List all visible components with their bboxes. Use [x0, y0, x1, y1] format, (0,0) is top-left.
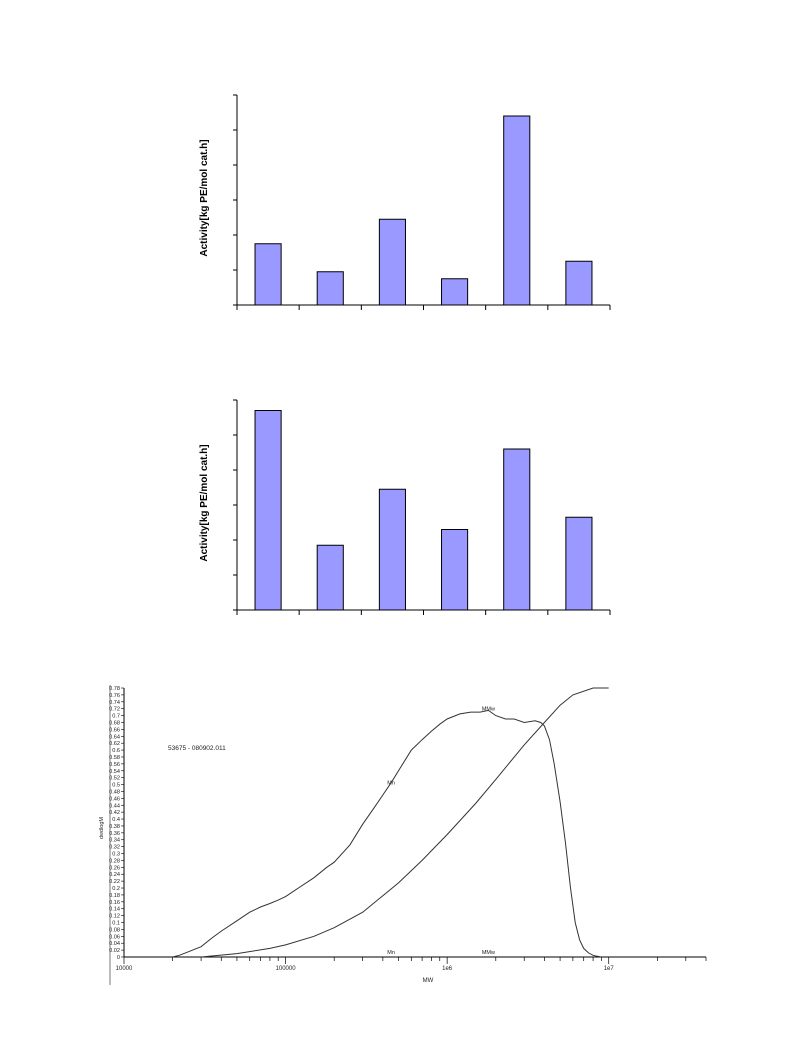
bar — [441, 278, 469, 306]
y-tick-label: 0.3 — [112, 852, 120, 858]
distribution-line — [172, 709, 602, 958]
y-axis-label: dwdlogM — [99, 817, 105, 839]
y-tick-label: 0.48 — [109, 789, 120, 795]
bar — [565, 516, 593, 611]
y-tick-label: 0.16 — [109, 900, 120, 906]
bar — [378, 488, 406, 611]
bar — [565, 260, 593, 306]
bar — [254, 410, 282, 611]
y-tick-label: 0.38 — [109, 824, 120, 830]
y-tick-label: 0.28 — [109, 858, 120, 864]
bar — [378, 218, 406, 306]
y-tick-label: 0.24 — [109, 872, 120, 878]
y-tick-label: 0.52 — [109, 776, 120, 782]
y-tick-label: 0.42 — [109, 810, 120, 816]
bar-chart-top: Activity[kg PE/mol cat.h] — [199, 94, 611, 310]
y-tick-label: 0.68 — [109, 720, 120, 726]
bar — [503, 448, 531, 611]
bar — [441, 529, 469, 611]
y-axis-label: Activity[kg PE/mol cat.h] — [199, 444, 210, 561]
x-tick-label: 100000 — [276, 966, 297, 972]
y-tick-label: 0.66 — [109, 727, 120, 733]
y-tick-label: 0.12 — [109, 914, 120, 920]
y-tick-label: 0.22 — [109, 879, 120, 885]
y-tick-label: 0.44 — [109, 803, 120, 809]
cumulative-line — [201, 687, 609, 958]
y-tick-label: 0.2 — [112, 886, 120, 892]
y-tick-label: 0.6 — [112, 748, 120, 754]
y-tick-label: 0.7 — [112, 714, 120, 720]
marker-label: Mn — [387, 950, 395, 956]
y-tick-label: 0.78 — [109, 686, 120, 692]
curve-label: MMw — [482, 706, 495, 712]
x-tick-label: 1e6 — [442, 966, 453, 972]
y-tick-label: 0.04 — [109, 941, 120, 947]
y-tick-label: 0.06 — [109, 934, 120, 940]
bar — [254, 243, 282, 306]
y-tick-label: 0.02 — [109, 948, 120, 954]
y-tick-label: 0.72 — [109, 707, 120, 713]
y-tick-label: 0.74 — [109, 700, 120, 706]
y-tick-label: 0.56 — [109, 762, 120, 768]
y-tick-label: 0.54 — [109, 769, 120, 775]
y-tick-label: 0.08 — [109, 927, 120, 933]
x-tick-label: 10000 — [116, 966, 133, 972]
x-tick-label: 1e7 — [604, 966, 615, 972]
y-tick-label: 0.64 — [109, 734, 120, 740]
bar — [316, 544, 344, 611]
bar — [503, 115, 531, 306]
y-tick-label: 0.26 — [109, 865, 120, 871]
y-tick-label: 0.58 — [109, 755, 120, 761]
bar — [316, 271, 344, 306]
y-tick-label: 0.32 — [109, 845, 120, 851]
y-tick-label: 0.14 — [109, 907, 120, 913]
y-tick-label: 0.34 — [109, 838, 120, 844]
y-axis-label: Activity[kg PE/mol cat.h] — [199, 139, 210, 256]
sample-annotation: 53675 - 080902.011 — [168, 745, 226, 752]
bar-chart-middle: Activity[kg PE/mol cat.h] — [199, 399, 611, 615]
y-tick-label: 0.18 — [109, 893, 120, 899]
y-tick-label: 0.5 — [112, 783, 120, 789]
y-tick-label: 0.4 — [112, 817, 120, 823]
y-tick-label: 0.1 — [112, 921, 120, 927]
y-tick-label: 0 — [117, 955, 120, 961]
gpc-chart: 53675 - 080902.011 dwdlogM MW 0.780.760.… — [99, 685, 707, 985]
y-tick-label: 0.76 — [109, 693, 120, 699]
marker-label: MMw — [482, 950, 495, 956]
y-tick-label: 0.36 — [109, 831, 120, 837]
x-axis-label: MW — [423, 978, 434, 984]
y-tick-label: 0.62 — [109, 741, 120, 747]
y-tick-label: 0.46 — [109, 796, 120, 802]
